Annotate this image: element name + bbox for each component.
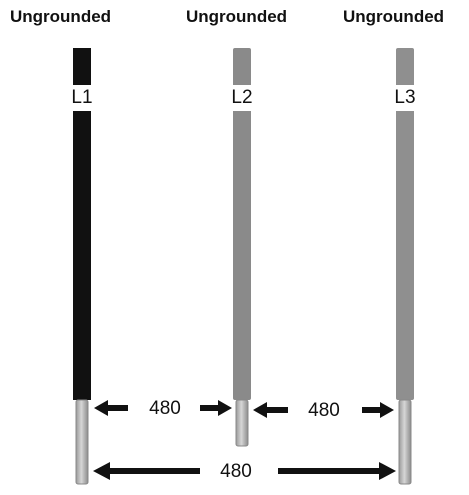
conductor-label-l1: L1 bbox=[63, 85, 101, 111]
arrow-l2-l3-left bbox=[253, 402, 288, 418]
voltage-l1-l2: 480 bbox=[140, 398, 190, 420]
conductor-l2-stripped-end bbox=[235, 399, 249, 447]
conductor-label-l3: L3 bbox=[386, 85, 424, 111]
arrow-l1-l3-left bbox=[93, 462, 200, 480]
heading-l2: Ungrounded bbox=[186, 7, 288, 26]
conductor-l1-stripped-end bbox=[75, 399, 89, 485]
conductor-l2-insulation bbox=[233, 48, 251, 400]
heading-l3: Ungrounded bbox=[343, 7, 445, 26]
arrow-l1-l3-right bbox=[278, 462, 396, 480]
heading-l1: Ungrounded bbox=[10, 7, 112, 26]
arrow-l1-l2-right bbox=[200, 400, 232, 416]
voltage-l2-l3: 480 bbox=[299, 400, 349, 422]
arrow-l1-l2-left bbox=[94, 400, 128, 416]
arrow-l2-l3-right bbox=[362, 402, 394, 418]
conductor-label-l2: L2 bbox=[223, 85, 261, 111]
conductor-l3-stripped-end bbox=[398, 399, 412, 485]
conductor-l3-insulation bbox=[396, 48, 414, 400]
conductor-l1-insulation bbox=[73, 48, 91, 400]
voltage-l1-l3: 480 bbox=[210, 461, 262, 483]
